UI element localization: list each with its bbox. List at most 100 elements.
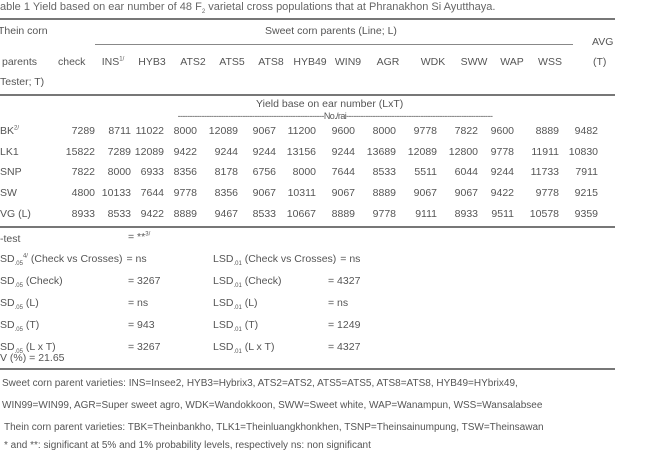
lsd-level: .05 — [14, 305, 23, 312]
table-cell: 9467 — [214, 208, 238, 220]
table-cell: 11200 — [287, 125, 316, 137]
column-header-label: ATS8 — [258, 56, 284, 68]
f-test-label: -test — [0, 233, 21, 245]
row-label-text: BK — [0, 125, 15, 137]
avg-header-2: (T) — [593, 56, 607, 68]
yield-label: Yield base on ear number (LxT) — [256, 98, 404, 110]
table-cell: 9067 — [252, 125, 276, 137]
table-cell: 6044 — [454, 166, 478, 178]
row-label: SNP — [0, 166, 22, 178]
tester-header-3: Tester; T) — [0, 76, 45, 88]
column-header-label: ATS2 — [180, 56, 206, 68]
lsd05-value: = 3267 — [128, 275, 161, 287]
lsd-term: (T) — [22, 319, 40, 331]
table-cell: 9511 — [491, 208, 514, 220]
table-cell: 4800 — [71, 187, 95, 199]
lsd01-term: LSD.01 (T) — [213, 319, 258, 333]
table-cell: 9067 — [331, 187, 355, 199]
table-cell: 8711 — [108, 125, 131, 137]
table-cell: 9600 — [490, 125, 514, 137]
column-header-sww: SWW — [449, 56, 499, 68]
row-footnote-mark: 2/ — [14, 125, 20, 132]
lsd-term: (Check vs Crosses) — [241, 253, 337, 265]
lsd-term: (Check) — [241, 275, 282, 287]
lsd-term: (L) — [22, 297, 39, 309]
lsd-level: .01 — [233, 283, 242, 290]
table-cell: 9067 — [454, 187, 478, 199]
column-header-wap: WAP — [487, 56, 537, 68]
column-header-ats5: ATS5 — [207, 56, 257, 68]
table-cell: 8533 — [107, 208, 131, 220]
lsd-symbol: SD — [0, 275, 15, 287]
lsd05-value: = 943 — [128, 319, 155, 331]
column-header-hyb3: HYB3 — [127, 56, 177, 68]
table-cell: 7644 — [331, 166, 355, 178]
table-cell: 7289 — [71, 125, 95, 137]
table-cell: 9215 — [574, 187, 598, 199]
caption-subscript: 2 — [201, 9, 206, 16]
table-cell: 6933 — [140, 166, 164, 178]
table-cell: 8356 — [214, 187, 238, 199]
row-label-text: SW — [0, 187, 17, 199]
f-test-value: = **3/ — [128, 231, 150, 243]
table-cell: 10667 — [286, 208, 316, 220]
lsd-term: (Check vs Crosses) — [27, 253, 123, 265]
f-test-note: 3/ — [145, 231, 151, 238]
lsd05-term: SD.05 (T) — [0, 319, 39, 333]
table-cell: 9244 — [214, 146, 238, 158]
row-label-text: VG (L) — [0, 208, 31, 220]
group-rule — [95, 44, 573, 45]
lsd-footnote-mark: 4/ — [22, 253, 28, 260]
row-label: SW — [0, 187, 17, 199]
table-cell: 9111 — [415, 208, 437, 220]
table-cell: 8000 — [372, 125, 396, 137]
lsd-level: .01 — [233, 349, 242, 356]
table-cell: 12089 — [208, 125, 238, 137]
caption-text-end: varietal cross populations that at Phran… — [205, 1, 496, 13]
table-cell: 10311 — [287, 187, 316, 199]
lsd01-value: = 4327 — [328, 275, 361, 287]
table-caption: able 1 Yield based on ear number of 48 F… — [0, 1, 495, 15]
unit-label: ----------------------------------------… — [177, 111, 493, 121]
lsd-level: .01 — [233, 327, 242, 334]
table-cell: 9422 — [140, 208, 164, 220]
table-cell: 12800 — [448, 146, 478, 158]
table-cell: 9482 — [574, 125, 598, 137]
column-header-wdk: WDK — [408, 56, 458, 68]
table-cell: 9778 — [173, 187, 197, 199]
table-cell: 9244 — [331, 146, 355, 158]
table-cell: 8889 — [535, 125, 559, 137]
lsd01-term: LSD.01 (L x T) — [213, 341, 274, 355]
table-cell: 8889 — [372, 187, 396, 199]
lsd01-value: = ns — [328, 297, 349, 309]
table-cell: 8356 — [173, 166, 197, 178]
lsd-level: .05 — [14, 327, 23, 334]
bottom-rule — [0, 368, 615, 370]
table-cell: 6756 — [252, 166, 276, 178]
table-cell: 8889 — [331, 208, 355, 220]
lsd-level: .05 — [14, 261, 23, 268]
column-header-label: HYB49 — [293, 56, 327, 68]
table-cell: 13156 — [286, 146, 316, 158]
footnote: Sweet corn parent varieties: INS=Insee2,… — [2, 378, 518, 389]
column-header-label: INS — [101, 56, 120, 68]
column-header-label: ATS5 — [219, 56, 245, 68]
sweet-corn-group-header: Sweet corn parents (Line; L) — [265, 25, 397, 37]
row-label-text: LK1 — [0, 146, 19, 158]
table-cell: 9067 — [413, 187, 437, 199]
table-cell: 8933 — [454, 208, 478, 220]
table-cell: 9244 — [252, 146, 276, 158]
table-cell: 12089 — [134, 146, 164, 158]
cv-value: V (%) = 21.65 — [0, 352, 65, 364]
lsd-level: .01 — [233, 305, 242, 312]
footnote: Thein corn parent varieties: TBK=Theinba… — [4, 422, 544, 433]
caption-text: able 1 Yield based on ear number of 48 F — [0, 1, 202, 13]
table-cell: 8000 — [292, 166, 316, 178]
table-cell: 7911 — [575, 166, 598, 178]
table-cell: 7289 — [107, 146, 131, 158]
column-header-hyb49: HYB49 — [285, 56, 335, 68]
avg-header-1: AVG — [592, 36, 614, 48]
lsd-term: (Check) — [22, 275, 63, 287]
column-header-label: WAP — [500, 56, 524, 68]
tester-header-2: parents — [2, 56, 38, 68]
